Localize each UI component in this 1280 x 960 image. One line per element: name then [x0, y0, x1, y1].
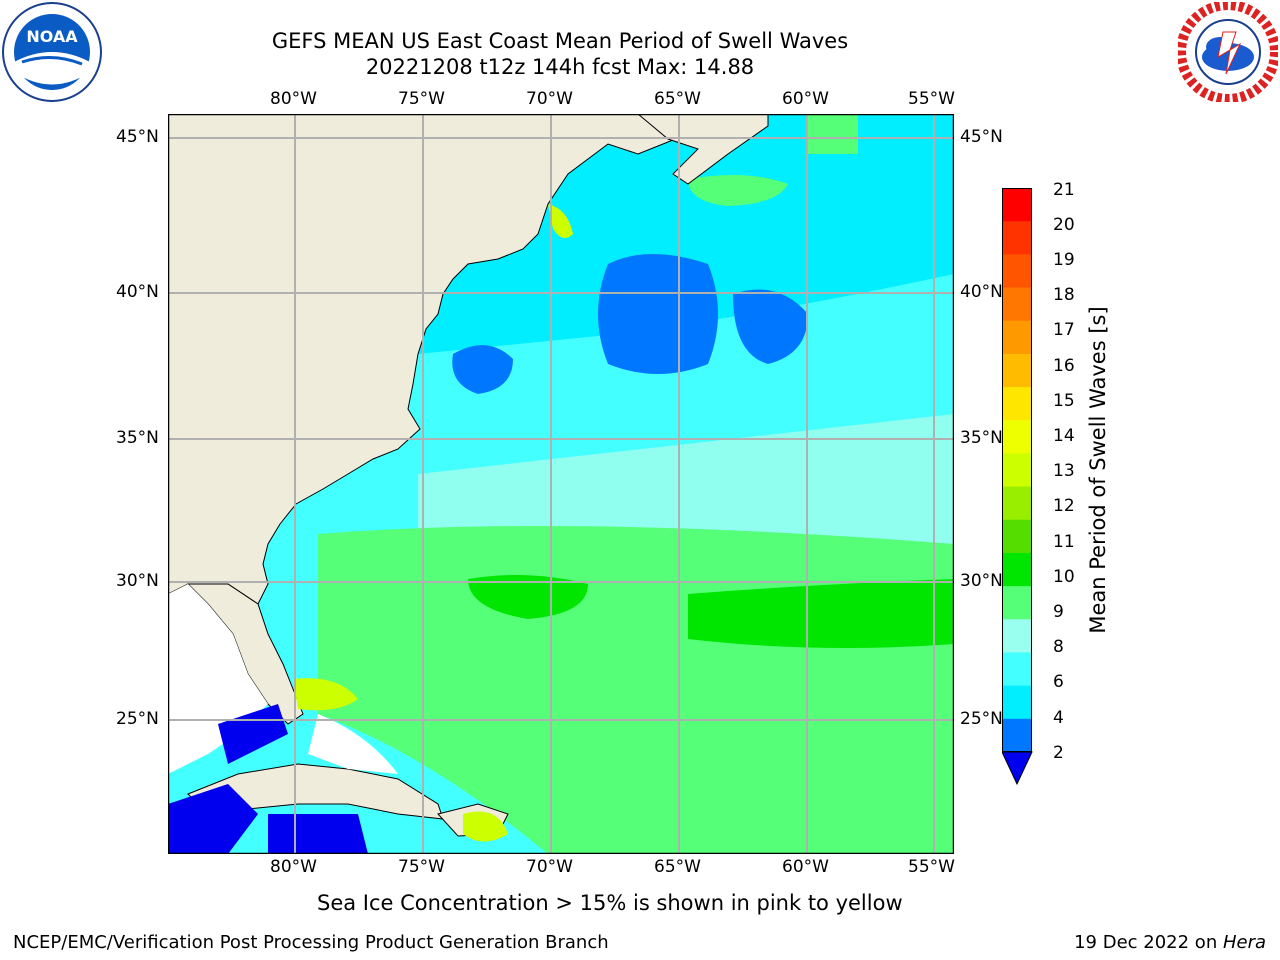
noaa-logo: NOAA — [2, 2, 102, 102]
lat-label-left-25n: 25°N — [116, 709, 159, 729]
swell-patch-north-b — [548, 204, 573, 238]
lat-label-right-35n: 35°N — [960, 428, 1003, 448]
lon-label-top-60w: 60°W — [782, 89, 829, 109]
colorbar — [1002, 188, 1036, 788]
colorbar-segment — [1002, 188, 1032, 222]
lat-label-left-30n: 30°N — [116, 571, 159, 591]
lon-label-bottom-70w: 70°W — [526, 857, 573, 877]
colorbar-tick-17: 17 — [1053, 320, 1075, 340]
swell-below-2-caribbean — [168, 784, 258, 854]
lon-label-bottom-80w: 80°W — [270, 857, 317, 877]
colorbar-segment — [1002, 718, 1032, 753]
colorbar-tick-14: 14 — [1053, 426, 1075, 446]
swell-band-10-11-west — [468, 575, 588, 619]
lat-label-left-35n: 35°N — [116, 428, 159, 448]
swell-patch-yellow-a — [293, 678, 358, 711]
land-north-america — [168, 114, 689, 605]
map-gridlines — [168, 114, 954, 854]
swell-below-2-south — [268, 814, 368, 854]
map-frame — [168, 114, 954, 854]
lon-label-top-55w: 55°W — [908, 89, 955, 109]
colorbar-tick-6: 6 — [1053, 672, 1064, 692]
colorbar-tick-19: 19 — [1053, 250, 1075, 270]
footer-date-text: 19 Dec 2022 on — [1074, 932, 1223, 953]
colorbar-segment — [1002, 387, 1032, 421]
lon-label-bottom-75w: 75°W — [398, 857, 445, 877]
colorbar-segment — [1002, 619, 1032, 653]
colorbar-tick-12: 12 — [1053, 496, 1075, 516]
lon-label-top-70w: 70°W — [526, 89, 573, 109]
colorbar-tick-18: 18 — [1053, 285, 1075, 305]
colorbar-tick-21: 21 — [1053, 180, 1075, 200]
colorbar-segment — [1002, 420, 1032, 454]
swell-patch-north-c — [808, 114, 858, 154]
lat-label-left-45n: 45°N — [116, 127, 159, 147]
swell-blob-2-4-b — [733, 289, 808, 364]
swell-band-10-11-east — [688, 579, 954, 648]
swell-patch-north-a — [688, 175, 788, 206]
colorbar-tick-8: 8 — [1053, 637, 1064, 657]
colorbar-tick-4: 4 — [1053, 708, 1064, 728]
colorbar-tick-2: 2 — [1053, 743, 1064, 763]
noaa-logo-text: NOAA — [26, 27, 78, 46]
footer-machine: Hera — [1222, 932, 1266, 953]
lon-label-bottom-60w: 60°W — [782, 857, 829, 877]
nws-logo — [1176, 0, 1280, 104]
colorbar-tick-15: 15 — [1053, 391, 1075, 411]
lat-label-left-40n: 40°N — [116, 282, 159, 302]
colorbar-segment — [1002, 652, 1032, 687]
swell-blob-2-4-a — [598, 254, 718, 374]
colorbar-segment — [1002, 320, 1032, 355]
colorbar-tick-9: 9 — [1053, 602, 1064, 622]
colorbar-tick-11: 11 — [1053, 532, 1075, 552]
footer-credit: NCEP/EMC/Verification Post Processing Pr… — [13, 932, 609, 953]
colorbar-tick-20: 20 — [1053, 215, 1075, 235]
colorbar-segment — [1002, 221, 1032, 255]
lon-label-top-75w: 75°W — [398, 89, 445, 109]
colorbar-segment — [1002, 353, 1032, 388]
lon-label-bottom-65w: 65°W — [654, 857, 701, 877]
colorbar-segment — [1002, 453, 1032, 488]
colorbar-segment — [1002, 519, 1032, 554]
lat-label-right-40n: 40°N — [960, 282, 1003, 302]
colorbar-tick-10: 10 — [1053, 567, 1075, 587]
chart-title-line1: GEFS MEAN US East Coast Mean Period of S… — [271, 29, 849, 53]
footer-date: 19 Dec 2022 on Hera — [1074, 932, 1266, 953]
lon-label-bottom-55w: 55°W — [908, 857, 955, 877]
colorbar-segment — [1002, 287, 1032, 322]
colorbar-segment — [1002, 685, 1032, 720]
colorbar-label: Mean Period of Swell Waves [s] — [1086, 306, 1110, 634]
swell-patch-yellow-b — [463, 811, 508, 842]
nodata-bahamas — [308, 714, 398, 774]
lon-label-top-80w: 80°W — [270, 89, 317, 109]
colorbar-tick-13: 13 — [1053, 461, 1075, 481]
sea-ice-note: Sea Ice Concentration > 15% is shown in … — [317, 891, 903, 915]
colorbar-extend-triangle — [1002, 751, 1033, 786]
lat-label-right-30n: 30°N — [960, 571, 1003, 591]
lon-label-top-65w: 65°W — [654, 89, 701, 109]
swell-blob-2-4-c — [452, 345, 513, 394]
swell-period-map — [168, 114, 954, 854]
lat-label-right-25n: 25°N — [960, 709, 1003, 729]
chart-title-line2: 20221208 t12z 144h fcst Max: 14.88 — [365, 55, 755, 79]
colorbar-segment — [1002, 254, 1032, 289]
colorbar-frame — [1002, 188, 1032, 752]
colorbar-segment — [1002, 486, 1032, 521]
colorbar-segment — [1002, 586, 1032, 620]
colorbar-segment — [1002, 552, 1032, 587]
colorbar-tick-16: 16 — [1053, 356, 1075, 376]
lat-label-right-45n: 45°N — [960, 127, 1003, 147]
